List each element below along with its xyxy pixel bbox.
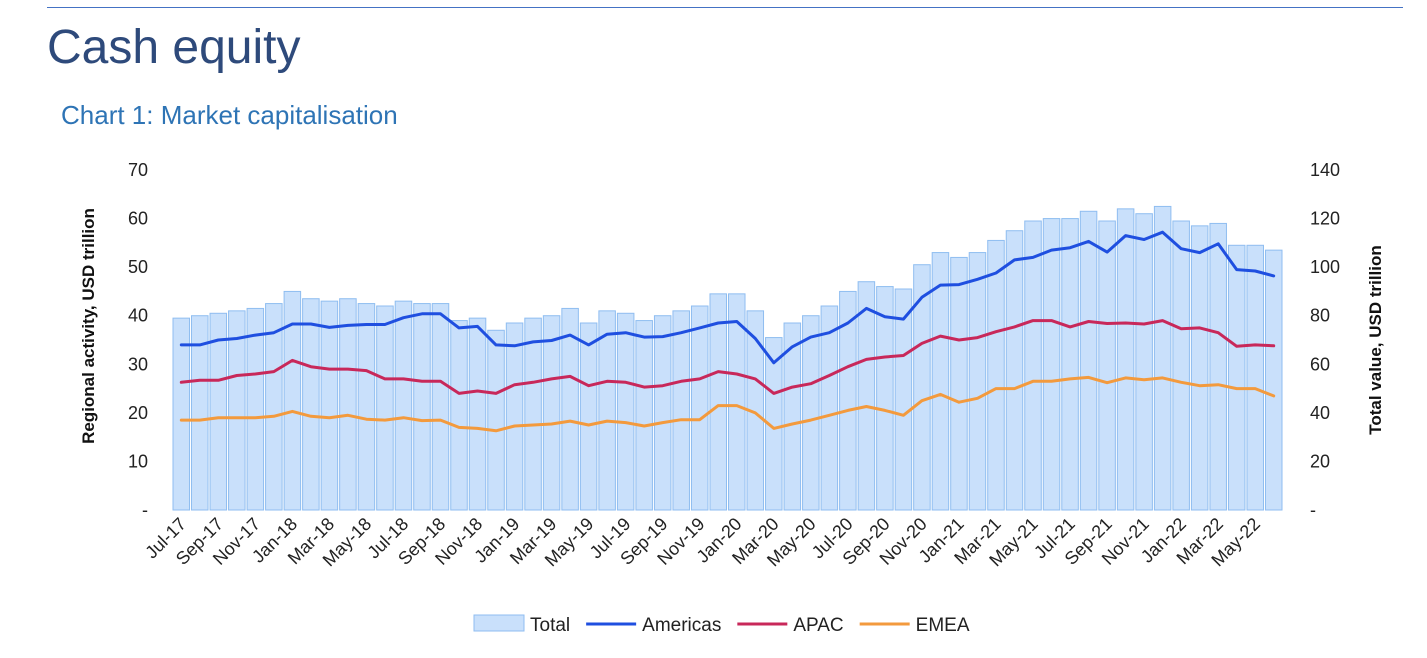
series-lines — [179, 230, 1276, 433]
total-bar-Oct-17 — [228, 310, 246, 511]
legend-label: EMEA — [916, 615, 970, 636]
left-tick-label: 20 — [128, 403, 148, 423]
total-bar-Aug-17 — [191, 315, 209, 511]
left-tick-label: 30 — [128, 354, 148, 374]
total-bar-Nov-18 — [468, 317, 487, 511]
total-bar-Dec-20 — [931, 252, 950, 511]
total-bar-Feb-21 — [968, 252, 987, 511]
total-bar-Jul-17 — [172, 317, 191, 511]
legend-label: APAC — [793, 615, 843, 636]
right-tick-label: 60 — [1310, 354, 1330, 374]
total-bar-Sep-17 — [209, 312, 228, 511]
total-bar-Jan-19 — [505, 322, 524, 511]
left-tick-label: 60 — [128, 209, 148, 229]
total-bar-Dec-18 — [487, 329, 505, 511]
right-tick-label: 20 — [1310, 451, 1330, 471]
total-bar-Aug-21 — [1079, 210, 1098, 511]
total-bar-Apr-21 — [1005, 230, 1024, 511]
total-bar-Mar-22 — [1209, 222, 1227, 511]
left-tick-label: 40 — [128, 306, 148, 326]
total-bar-Sep-20 — [876, 286, 894, 511]
right-tick-label: 140 — [1310, 160, 1340, 180]
legend-item-americas: Americas — [586, 615, 721, 636]
left-axis-ticks: - 10 20 30 40 50 60 70 — [128, 160, 148, 520]
total-bar-Jun-20 — [820, 305, 839, 511]
total-bar-Jun-19 — [598, 310, 616, 511]
right-tick-label: 100 — [1310, 257, 1340, 277]
total-bar-Jun-22 — [1264, 249, 1283, 511]
total-bar-Jan-20 — [728, 293, 746, 511]
page-title: Cash equity — [47, 21, 301, 74]
apac-line — [179, 319, 1276, 395]
total-bar-Jan-21 — [950, 256, 968, 511]
right-tick-label: 80 — [1310, 306, 1330, 326]
left-tick-label: - — [142, 500, 148, 520]
total-bar-Jul-18 — [394, 300, 413, 511]
total-bar-Jan-22 — [1172, 220, 1190, 511]
total-bar-May-20 — [802, 315, 820, 511]
total-bar-Apr-19 — [561, 307, 579, 511]
total-bar-Nov-19 — [690, 305, 709, 511]
total-bar-Jul-21 — [1061, 218, 1079, 511]
right-tick-label: 120 — [1310, 209, 1340, 229]
x-axis-ticks: Jul-17Sep-17Nov-17Jan-18Mar-18May-18Jul-… — [141, 514, 1264, 571]
total-bar-Jun-18 — [376, 305, 394, 511]
total-bar-Mar-19 — [542, 315, 561, 511]
right-axis-label: Total value, USD trillion — [1366, 245, 1385, 435]
total-bar-Apr-18 — [339, 298, 357, 511]
total-bar-Dec-17 — [265, 303, 283, 511]
total-bar-Jan-18 — [283, 290, 302, 511]
total-bar-Aug-20 — [857, 281, 876, 511]
total-bars — [172, 205, 1283, 511]
right-axis-ticks: - 20 40 60 80 100 120 140 — [1310, 160, 1340, 520]
total-bar-Jul-20 — [839, 290, 857, 511]
legend-swatch — [473, 614, 525, 632]
total-bar-Dec-19 — [709, 293, 728, 511]
legend-label: Total — [530, 615, 570, 636]
total-bar-Oct-18 — [450, 320, 468, 511]
total-bar-Feb-18 — [302, 298, 320, 511]
total-bar-Dec-21 — [1153, 205, 1172, 511]
legend: Total Americas APAC EMEA — [473, 614, 970, 636]
total-bar-Nov-21 — [1135, 213, 1153, 511]
legend-label: Americas — [642, 615, 721, 636]
total-bar-Mar-18 — [320, 300, 339, 511]
total-bar-Apr-20 — [783, 322, 802, 511]
total-bar-Aug-18 — [413, 303, 431, 511]
total-bar-Jul-19 — [616, 312, 635, 511]
total-bar-Aug-19 — [635, 320, 653, 511]
left-tick-label: 10 — [128, 451, 148, 471]
total-bar-May-19 — [579, 322, 598, 511]
right-tick-label: - — [1310, 500, 1316, 520]
total-bar-Sep-19 — [653, 315, 672, 511]
total-bar-Nov-17 — [246, 307, 265, 511]
total-bar-May-18 — [357, 303, 376, 511]
left-axis-label: Regional activity, USD trillion — [79, 208, 98, 444]
total-bar-Oct-20 — [894, 288, 913, 511]
americas-line — [179, 230, 1276, 365]
total-bar-Oct-21 — [1116, 208, 1135, 511]
total-bar-Feb-19 — [524, 317, 542, 511]
chart-title: Chart 1: Market capitalisation — [61, 100, 398, 130]
total-bar-May-21 — [1024, 220, 1042, 511]
total-bar-Mar-21 — [987, 239, 1005, 511]
total-bar-Sep-18 — [431, 303, 450, 511]
top-rule — [47, 7, 1403, 8]
legend-item-apac: APAC — [737, 615, 844, 636]
legend-item-emea: EMEA — [859, 615, 970, 636]
total-bar-Nov-20 — [913, 264, 931, 511]
legend-item-total: Total — [473, 614, 570, 636]
left-tick-label: 50 — [128, 257, 148, 277]
total-bar-Apr-22 — [1227, 244, 1246, 511]
total-bar-Sep-21 — [1098, 220, 1116, 511]
total-bar-Oct-19 — [672, 310, 690, 511]
left-tick-label: 70 — [128, 160, 148, 180]
total-bar-May-22 — [1246, 244, 1264, 511]
total-bar-Feb-22 — [1190, 225, 1209, 511]
total-bar-Jun-21 — [1042, 218, 1061, 511]
total-bar-Mar-20 — [765, 337, 783, 511]
emea-line — [179, 375, 1276, 433]
right-tick-label: 40 — [1310, 403, 1330, 423]
